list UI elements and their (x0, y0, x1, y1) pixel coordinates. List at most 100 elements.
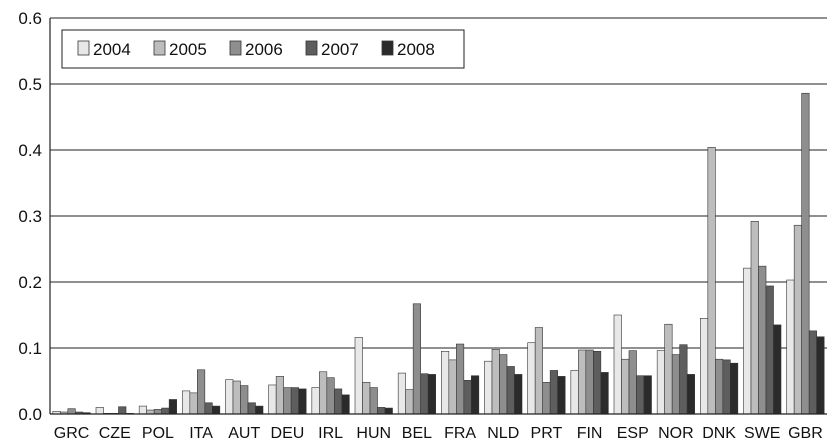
bar-nld-2004 (484, 360, 493, 415)
bar-grc-2006 (67, 408, 76, 415)
legend-label-2008: 2008 (397, 40, 435, 59)
bar-fin-2005 (578, 349, 587, 415)
bar-pol-2008 (168, 399, 177, 415)
bar-nor-2007 (679, 344, 688, 415)
legend-box (61, 29, 465, 69)
bar-swe-2007 (765, 285, 774, 415)
bar-gbr-2008 (816, 336, 825, 415)
x-tick-label-deu: DEU (271, 425, 305, 442)
bar-cze-2007 (118, 406, 127, 415)
bar-hun-2004 (354, 337, 363, 415)
bar-hun-2005 (362, 382, 371, 415)
bar-aut-2008 (255, 405, 264, 415)
bar-irl-2007 (334, 388, 343, 415)
bar-hun-2007 (377, 407, 386, 415)
bar-deu-2005 (275, 376, 284, 415)
bar-prt-2004 (527, 342, 536, 415)
y-tick-label: 0.5 (18, 75, 42, 94)
bar-ita-2007 (204, 402, 213, 415)
bar-nld-2006 (499, 354, 508, 415)
x-tick-label-aut: AUT (228, 425, 260, 442)
bar-nld-2007 (506, 366, 515, 415)
bar-fra-2006 (456, 343, 465, 415)
x-tick-label-hun: HUN (356, 425, 391, 442)
bar-nor-2004 (656, 350, 665, 415)
bar-fra-2008 (471, 375, 480, 415)
x-tick-label-dnk: DNK (702, 425, 736, 442)
x-tick-label-fin: FIN (577, 425, 603, 442)
x-tick-label-fra: FRA (444, 425, 476, 442)
bar-dnk-2007 (722, 359, 731, 415)
bar-hun-2006 (369, 387, 378, 415)
bar-aut-2006 (240, 385, 249, 415)
x-tick-label-gbr: GBR (788, 425, 823, 442)
bar-swe-2006 (758, 265, 767, 415)
x-tick-label-pol: POL (142, 425, 174, 442)
bar-deu-2007 (290, 387, 299, 415)
bar-cze-2004 (95, 407, 104, 415)
y-tick-label: 0.2 (18, 273, 42, 292)
bar-dnk-2005 (707, 147, 716, 415)
bar-bel-2008 (427, 374, 436, 415)
bar-fra-2007 (463, 380, 472, 415)
bar-dnk-2008 (730, 362, 739, 415)
bar-deu-2004 (268, 384, 277, 415)
y-tick-label: 0.0 (18, 405, 42, 424)
x-tick-label-nld: NLD (487, 425, 519, 442)
bar-nld-2005 (491, 349, 500, 415)
bar-irl-2008 (341, 394, 350, 415)
bar-swe-2004 (743, 267, 752, 415)
x-tick-label-cze: CZE (99, 425, 131, 442)
bar-bel-2007 (420, 373, 429, 415)
legend-label-2007: 2007 (321, 40, 359, 59)
bar-fra-2004 (441, 350, 450, 415)
bar-ita-2008 (212, 405, 221, 415)
bar-gbr-2006 (801, 92, 810, 415)
bar-fra-2005 (448, 359, 457, 415)
x-tick-label-irl: IRL (318, 425, 343, 442)
x-tick-label-ita: ITA (189, 425, 213, 442)
bar-esp-2008 (643, 375, 652, 415)
x-tick-labels: GRC CZE POL ITA AUT DEU IRL HUN BEL FRA NLD PRT FIN E… (54, 425, 823, 442)
bar-nor-2006 (671, 354, 680, 415)
bar-prt-2008 (557, 376, 566, 415)
axes (49, 18, 827, 415)
bar-swe-2005 (750, 220, 759, 415)
y-tick-label: 0.4 (18, 141, 42, 160)
bar-bel-2004 (397, 372, 406, 415)
bar-esp-2004 (613, 314, 622, 415)
x-tick-label-esp: ESP (617, 425, 649, 442)
bar-irl-2006 (326, 377, 335, 415)
legend-swatch-2005 (153, 40, 166, 56)
bar-bel-2005 (405, 389, 414, 415)
x-tick-label-grc: GRC (54, 425, 90, 442)
bar-dnk-2006 (715, 358, 724, 415)
bar-prt-2007 (549, 370, 558, 415)
bar-pol-2006 (153, 409, 162, 415)
y-tick-label: 0.1 (18, 339, 42, 358)
legend-swatch-2006 (229, 40, 242, 56)
bar-swe-2008 (773, 324, 782, 415)
y-tick-labels: 0.0 0.1 0.2 0.3 0.4 0.5 0.6 (18, 9, 42, 424)
bar-irl-2005 (319, 371, 328, 415)
bar-esp-2005 (621, 358, 630, 415)
bar-aut-2005 (232, 380, 241, 415)
bar-pol-2007 (161, 407, 170, 415)
bar-dnk-2004 (700, 317, 709, 415)
bar-nor-2005 (664, 323, 673, 415)
bar-fin-2006 (585, 349, 594, 415)
legend: 2004 2005 2006 2007 2008 (61, 29, 465, 69)
x-tick-label-prt: PRT (531, 425, 563, 442)
legend-label-2005: 2005 (169, 40, 207, 59)
bar-aut-2007 (247, 402, 256, 415)
bar-fin-2008 (600, 372, 609, 415)
bar-ita-2006 (197, 369, 206, 415)
bar-gbr-2007 (808, 330, 817, 415)
bars (52, 92, 825, 415)
bar-prt-2006 (542, 382, 551, 415)
bar-aut-2004 (225, 379, 234, 415)
x-tick-label-nor: NOR (658, 425, 694, 442)
bar-irl-2004 (311, 387, 320, 415)
bar-ita-2004 (182, 390, 191, 415)
